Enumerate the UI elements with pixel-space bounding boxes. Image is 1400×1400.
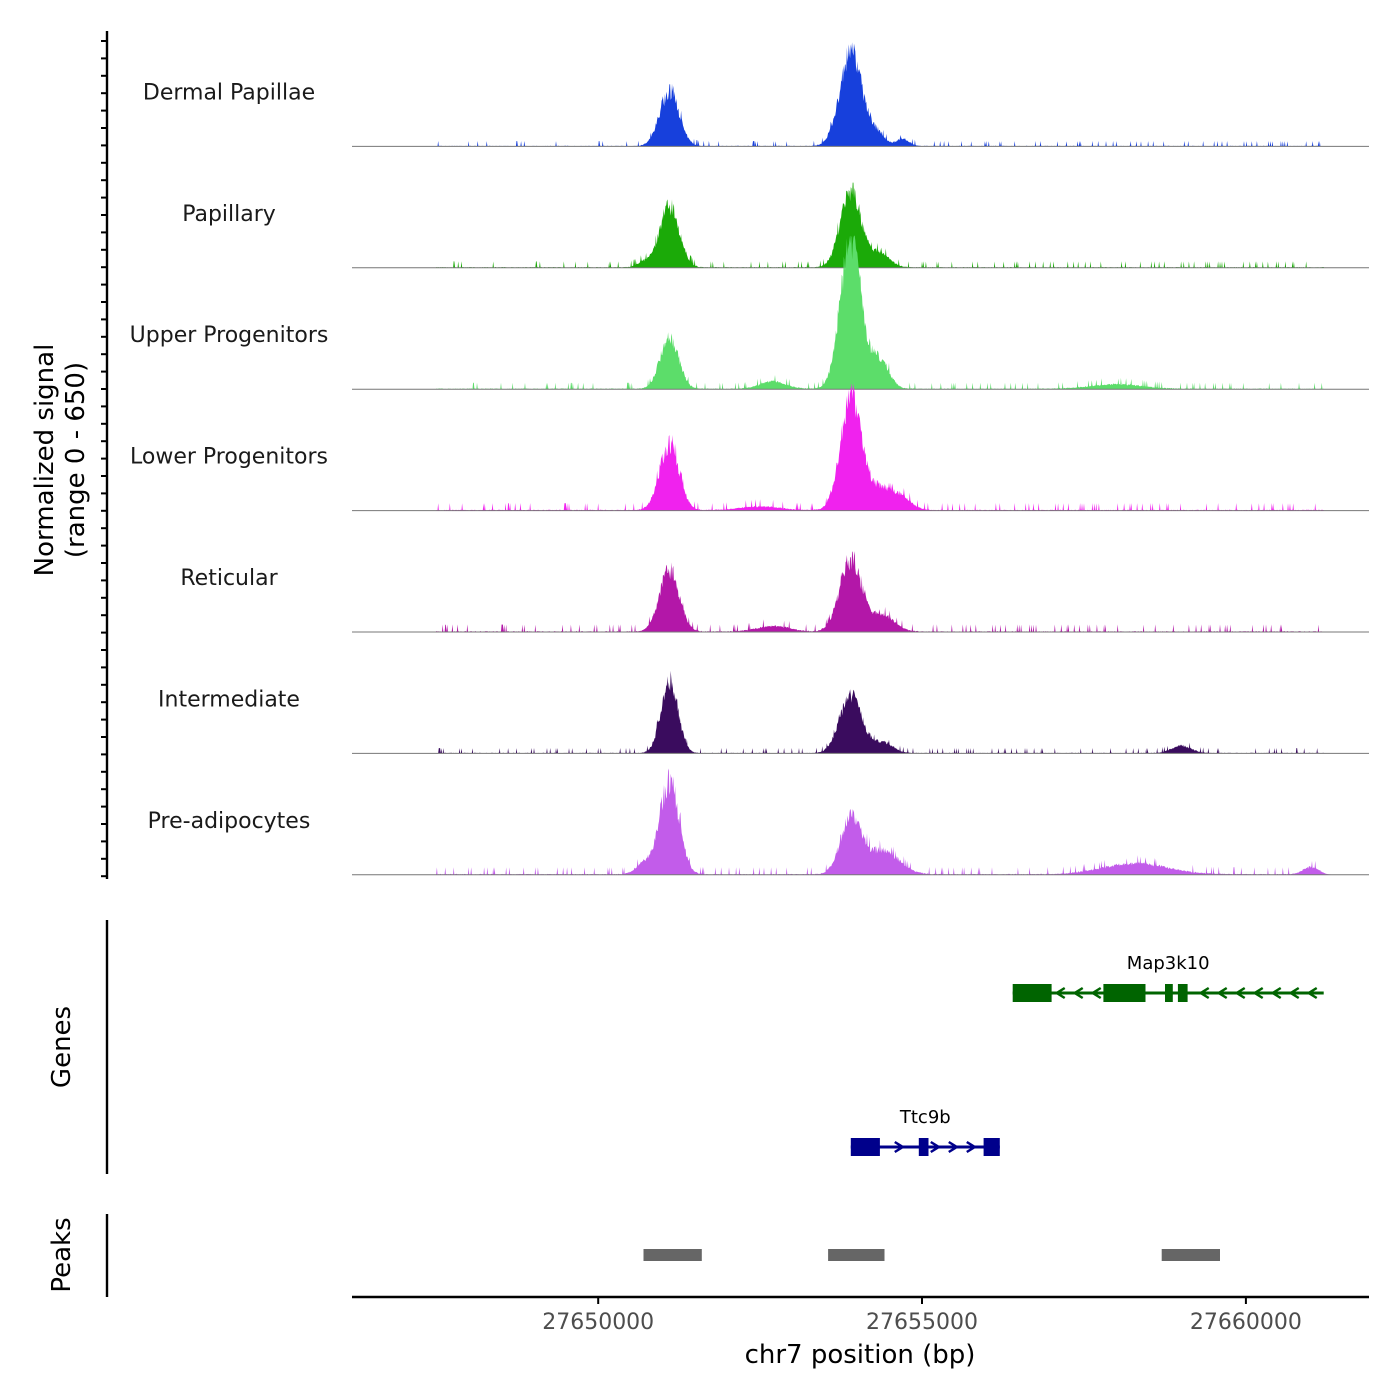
x-tick-label: 27650000 — [542, 1310, 654, 1335]
track-label: Intermediate — [158, 687, 300, 712]
gene-exon — [1103, 984, 1146, 1002]
strand-arrow — [948, 1140, 960, 1154]
strand-arrow — [1288, 986, 1300, 1000]
gene-models: Map3k10 Ttc9b — [850, 953, 1324, 1156]
track-4: Reticular — [180, 551, 1369, 633]
track-label: Pre-adipocytes — [148, 809, 311, 834]
coverage-area — [352, 768, 1369, 875]
called-peak — [1161, 1249, 1220, 1261]
coverage-area — [352, 670, 1369, 754]
called-peaks — [643, 1249, 1220, 1261]
coverage-area — [352, 42, 1369, 147]
strand-arrow — [1216, 986, 1228, 1000]
strand-arrow — [930, 1140, 942, 1154]
genes-panel-label: Genes — [47, 1006, 77, 1088]
peaks-panel: Peaks — [47, 1214, 1220, 1297]
coverage-tracks: Dermal Papillae Papillary Upper Progenitor… — [130, 42, 1369, 876]
strand-arrow — [1234, 986, 1246, 1000]
track-1: Papillary — [182, 182, 1369, 269]
track-6: Pre-adipocytes — [148, 768, 1369, 876]
x-axis-title: chr7 position (bp) — [745, 1340, 976, 1370]
track-label: Papillary — [182, 202, 276, 227]
track-label: Dermal Papillae — [143, 80, 315, 105]
track-label: Lower Progenitors — [130, 445, 328, 470]
track-label: Upper Progenitors — [130, 323, 329, 348]
y-axis-group: Normalized signal (range 0 - 650) — [30, 31, 109, 879]
gene-exon — [983, 1138, 1000, 1156]
x-tick-label: 27660000 — [1190, 1310, 1302, 1335]
gene-label: Ttc9b — [899, 1107, 951, 1128]
strand-arrow — [1054, 986, 1066, 1000]
called-peak — [643, 1249, 702, 1261]
strand-arrow — [1270, 986, 1282, 1000]
gene-exon — [1177, 984, 1188, 1002]
strand-arrow — [966, 1140, 978, 1154]
strand-arrow — [1198, 986, 1210, 1000]
track-2: Upper Progenitors — [130, 235, 1369, 390]
coverage-area — [352, 383, 1369, 511]
gene-exon — [918, 1138, 929, 1156]
y-axis-title-line2: (range 0 - 650) — [61, 362, 91, 558]
track-label: Reticular — [180, 566, 278, 591]
called-peak — [828, 1249, 885, 1261]
track-0: Dermal Papillae — [143, 42, 1369, 147]
strand-arrow — [894, 1140, 906, 1154]
coverage-area — [352, 182, 1369, 268]
gene-exon — [1012, 984, 1052, 1002]
gene-exon — [850, 1138, 880, 1156]
genes-panel: Genes Map3k10 Ttc9b — [47, 920, 1324, 1174]
gene-map3k10: Map3k10 — [1012, 953, 1324, 1002]
coverage-area — [352, 551, 1369, 632]
x-tick-label: 27655000 — [866, 1310, 978, 1335]
coverage-area — [352, 235, 1369, 390]
gene-exon — [1165, 984, 1173, 1002]
gene-label: Map3k10 — [1127, 953, 1210, 974]
strand-arrow — [1306, 986, 1318, 1000]
track-5: Intermediate — [158, 670, 1369, 754]
strand-arrow — [1252, 986, 1264, 1000]
peaks-panel-label: Peaks — [47, 1217, 77, 1292]
x-axis-group: 27650000 27655000 27660000 chr7 position (… — [352, 1295, 1369, 1370]
coverage-axis-ticks — [101, 40, 107, 878]
y-axis-title-line1: Normalized signal — [30, 344, 60, 577]
x-axis-ticks: 27650000 27655000 27660000 — [542, 1297, 1302, 1335]
track-3: Lower Progenitors — [130, 383, 1369, 512]
strand-arrow — [1072, 986, 1084, 1000]
strand-arrow — [1090, 986, 1102, 1000]
gene-ttc9b: Ttc9b — [850, 1107, 1000, 1156]
